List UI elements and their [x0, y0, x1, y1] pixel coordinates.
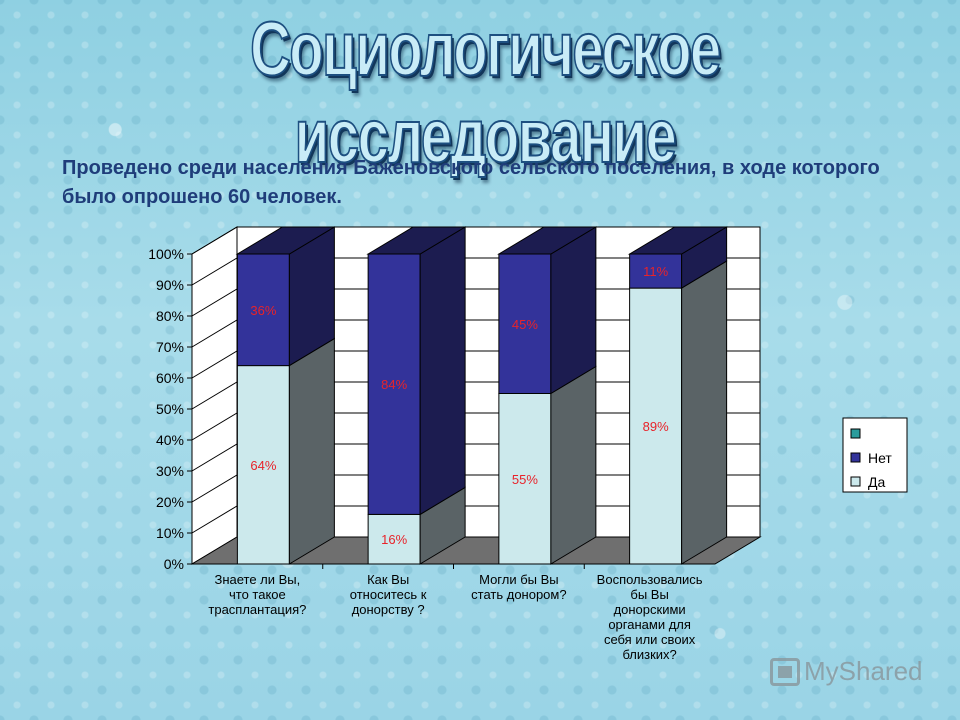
y-tick-label: 50% — [156, 401, 184, 417]
data-label: 45% — [512, 317, 538, 332]
bar-da — [629, 287, 683, 565]
logo-text: MyShared — [804, 656, 923, 686]
category-label: Могли бы Вы — [479, 572, 559, 587]
myshared-logo: MyShared — [770, 656, 923, 687]
data-label: 64% — [250, 458, 276, 473]
bar-top — [235, 226, 337, 255]
category-label: Воспользовались — [597, 572, 703, 587]
data-label: 36% — [250, 303, 276, 318]
y-tick-label: 20% — [156, 494, 184, 510]
bar-side — [550, 226, 597, 395]
bar-top — [366, 226, 467, 255]
y-tick-label: 10% — [156, 525, 184, 541]
category-label: Как Вы — [367, 572, 409, 587]
y-tick-label: 90% — [156, 277, 184, 293]
category-label: что такое — [229, 587, 286, 602]
legend-swatch — [850, 428, 861, 439]
bar-net — [629, 253, 683, 289]
y-tick-label: 60% — [156, 370, 184, 386]
bar-side — [419, 226, 466, 516]
bar-side — [681, 260, 728, 565]
category-label: Знаете ли Вы, — [214, 572, 300, 587]
legend-swatch — [850, 452, 861, 463]
data-label: 55% — [512, 472, 538, 487]
slide-subtitle: Проведено среди населения Баженовского с… — [62, 157, 880, 208]
slide-title: Социологическое исследование — [249, 6, 722, 180]
data-label: 16% — [381, 532, 407, 547]
category-label: трасплантация? — [208, 602, 306, 617]
data-label: 11% — [643, 264, 668, 279]
category-label: органами для — [608, 617, 691, 632]
y-tick-label: 100% — [148, 246, 184, 262]
data-label: 89% — [643, 419, 669, 434]
y-tick-label: 70% — [156, 339, 184, 355]
logo-icon — [770, 657, 800, 686]
category-label: близких? — [622, 647, 676, 662]
bar-top — [497, 226, 598, 255]
y-tick-label: 80% — [156, 308, 184, 324]
y-tick-label: 40% — [156, 432, 184, 448]
category-label: себя или своих — [604, 632, 696, 647]
y-tick-label: 0% — [164, 556, 184, 572]
data-label: 84% — [381, 377, 407, 392]
legend-label: Нет — [868, 450, 892, 466]
bar-net — [236, 253, 290, 367]
y-tick-label: 30% — [156, 463, 184, 479]
bar-top — [627, 226, 729, 255]
category-label: бы Вы — [630, 587, 668, 602]
bar-net — [367, 253, 421, 515]
legend-label: Да — [868, 474, 885, 490]
category-label: донорскими — [614, 602, 686, 617]
bar-side — [550, 365, 597, 565]
category-label: относитесь к — [350, 587, 427, 602]
category-label: донорству ? — [352, 602, 425, 617]
legend-swatch — [850, 476, 861, 487]
bar-side — [288, 337, 335, 565]
category-label: стать донором? — [471, 587, 566, 602]
bar-da — [236, 365, 290, 565]
